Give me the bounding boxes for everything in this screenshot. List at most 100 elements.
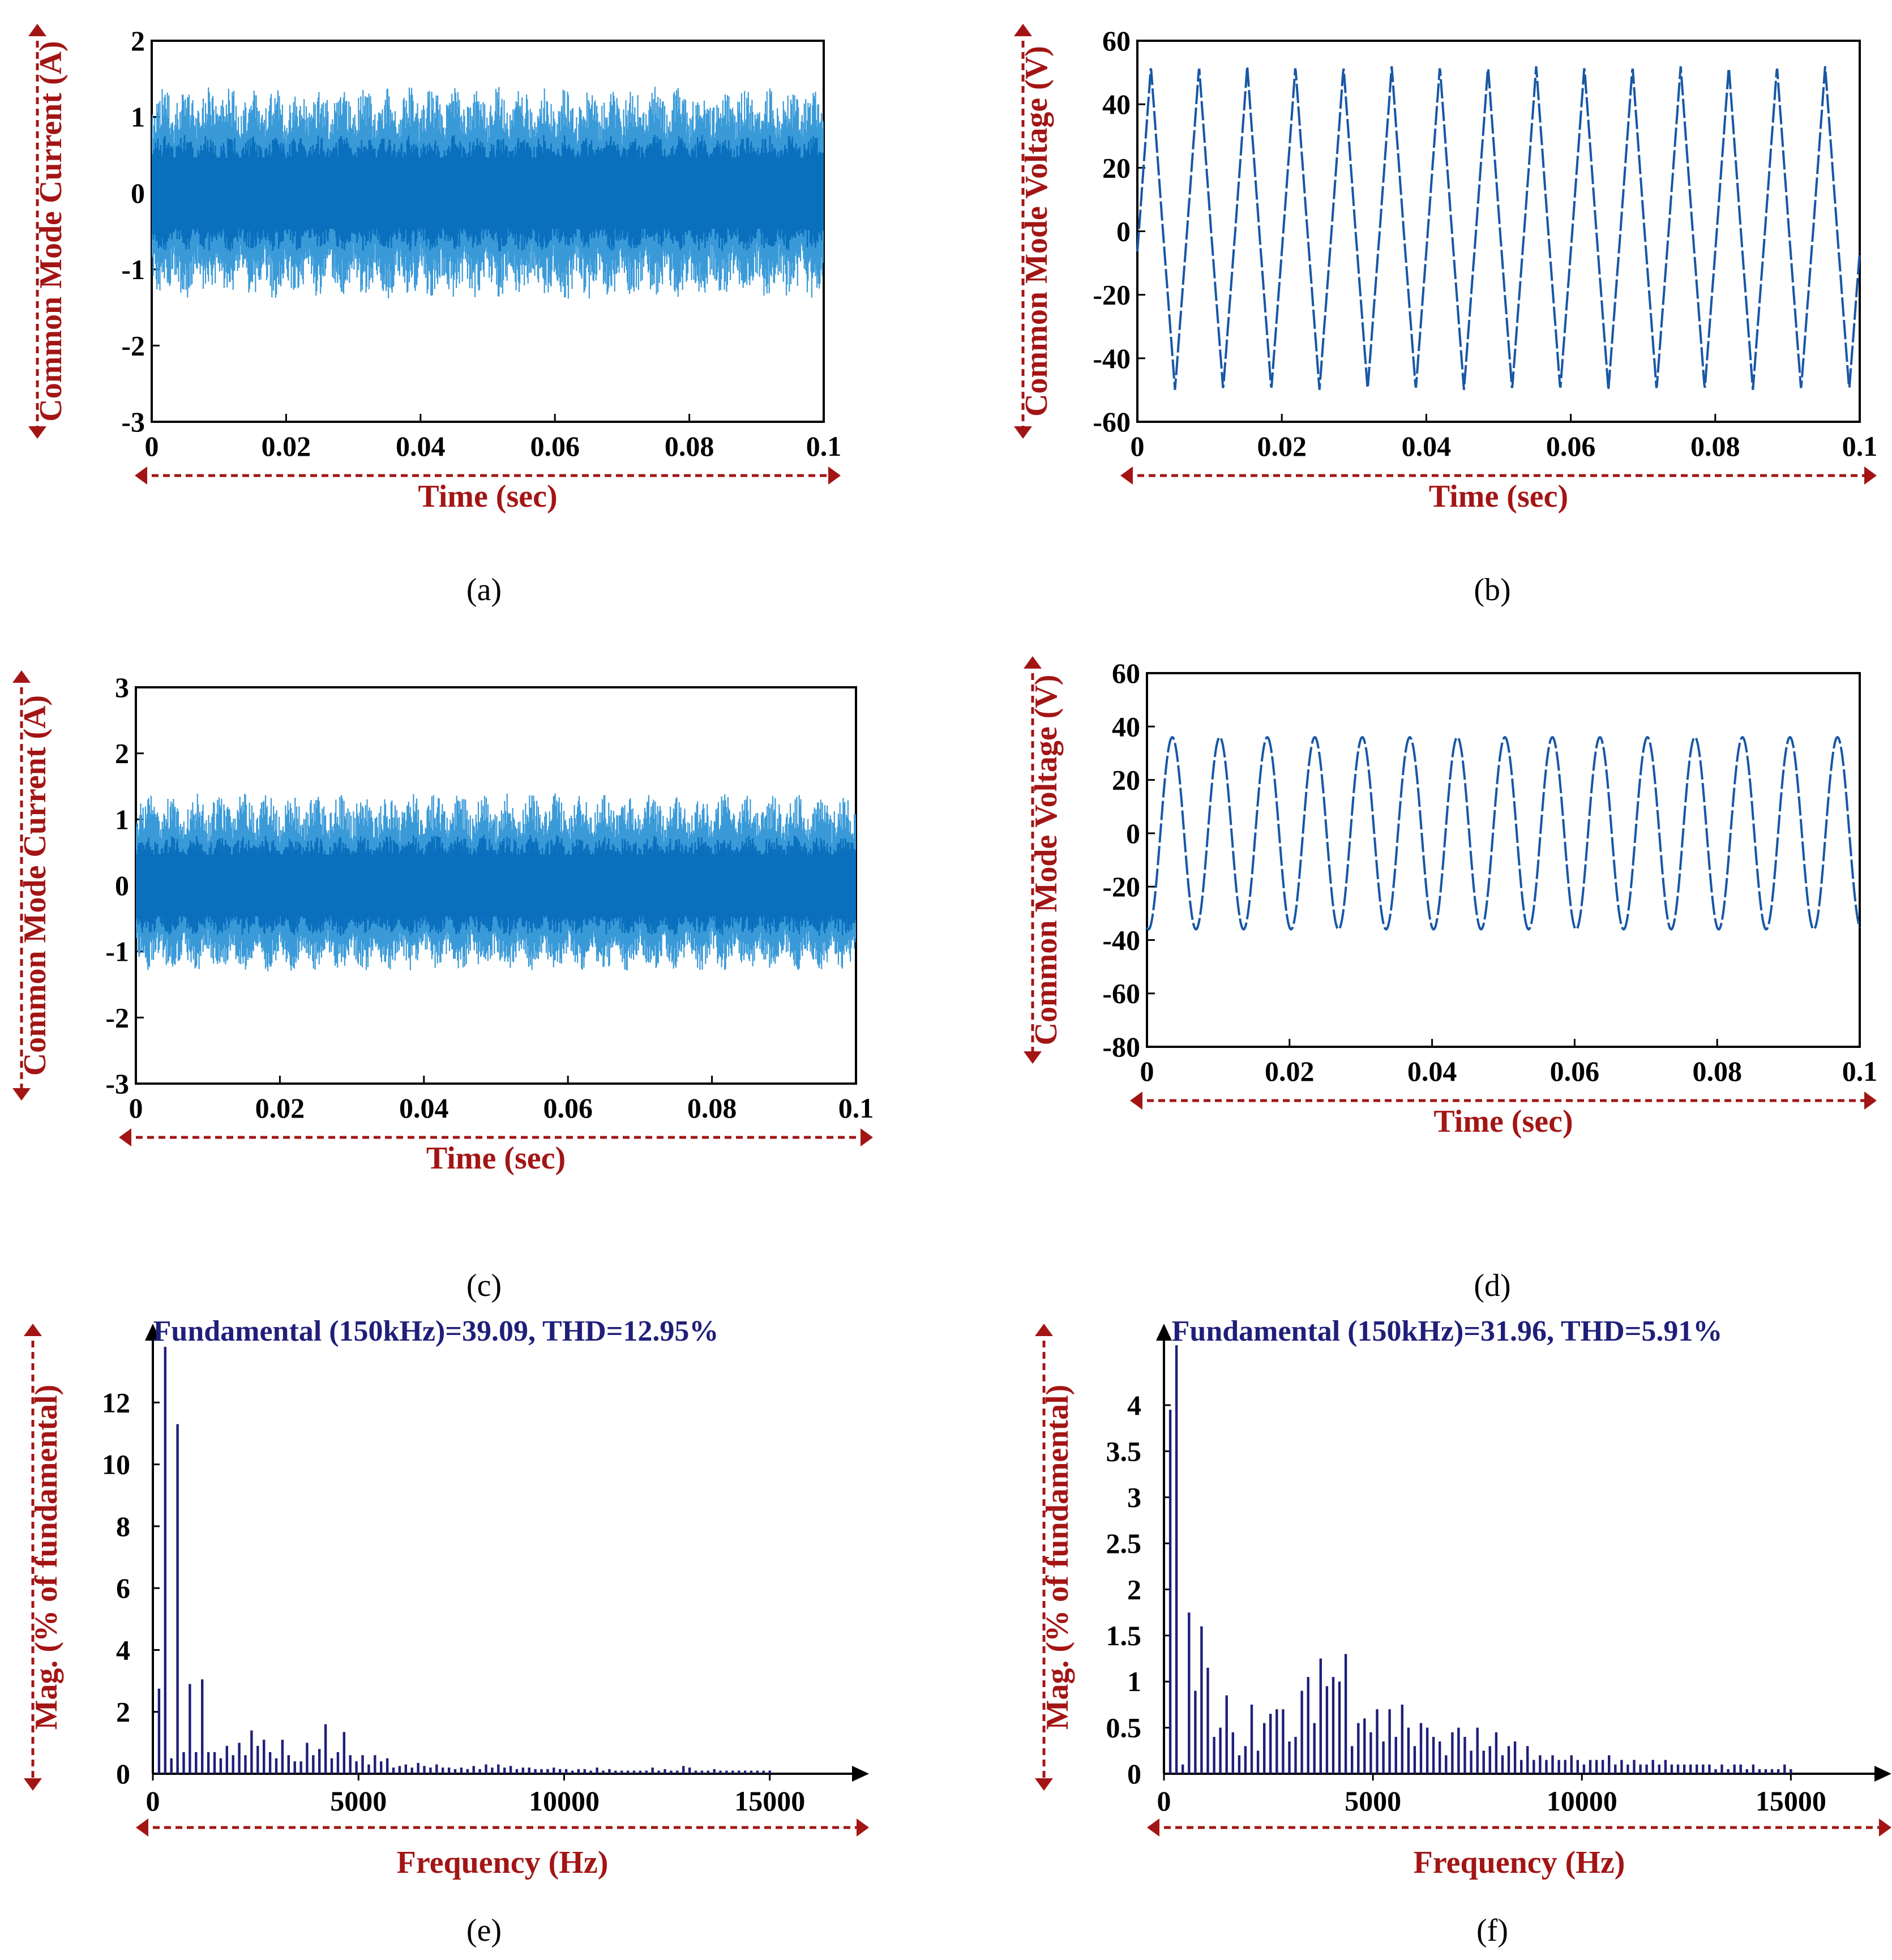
y-axis-label-d: Common Mode Voltage (V) <box>1029 675 1064 1046</box>
spectrum-bar <box>738 1770 740 1774</box>
spectrum-bar <box>306 1743 309 1774</box>
spectrum-bar <box>1595 1760 1598 1774</box>
plot-frame-d <box>1146 672 1861 1048</box>
x-tick-label: 0 <box>1131 430 1145 462</box>
x-arrowhead-a-0 <box>135 467 147 485</box>
x-tick-label: 0 <box>146 1785 160 1817</box>
spectrum-bar <box>762 1770 765 1774</box>
y-arrowhead-c-1 <box>12 1088 31 1101</box>
spectrum-bar <box>700 1770 704 1774</box>
x-axis-arrowhead-e <box>852 1766 869 1782</box>
x-tick-label: 0.1 <box>838 1092 874 1124</box>
x-arrowhead-e-0 <box>136 1818 148 1837</box>
spectrum-bar <box>472 1766 475 1774</box>
caption-d: (d) <box>1474 1268 1510 1303</box>
spectrum-bar <box>515 1769 519 1774</box>
spectrum-bar <box>1451 1732 1454 1774</box>
x-tick-label: 10000 <box>529 1785 600 1817</box>
y-arrowhead-e-0 <box>24 1324 42 1336</box>
spectrum-bar <box>1300 1691 1303 1774</box>
y-axis-arrowhead-f <box>1156 1324 1172 1341</box>
x-tick-label: 15000 <box>734 1785 805 1817</box>
spectrum-bar <box>1714 1769 1717 1774</box>
spectrum-bar <box>670 1770 673 1774</box>
spectrum-bar <box>157 1688 161 1774</box>
y-tick-label: -80 <box>1102 1031 1140 1063</box>
spectrum-bar <box>491 1768 494 1774</box>
x-arrowhead-d-0 <box>1130 1092 1142 1110</box>
x-tick-label: 0.04 <box>1407 1055 1457 1087</box>
x-arrowhead-e-1 <box>857 1818 869 1837</box>
spectrum-bar <box>528 1768 530 1774</box>
spectrum-bar <box>1614 1764 1617 1774</box>
y-arrowhead-f-0 <box>1035 1324 1053 1336</box>
x-arrowhead-c-0 <box>119 1128 131 1146</box>
chart-svg-e: 0 2 4 6 8 10 12 0 5000 10000 15000 Fundamental (15… <box>24 1315 869 1948</box>
spectrum-bar <box>1457 1727 1460 1774</box>
spectrum-bar <box>238 1743 241 1774</box>
spectrum-bar <box>651 1768 654 1774</box>
spectrum-bar <box>620 1770 623 1774</box>
x-tick-label: 0 <box>145 430 159 462</box>
spectrum-bar <box>287 1755 290 1774</box>
plot-area-c: -3 -2 -1 0 1 2 3 0 0.02 0.04 0.06 0.08 0.1 <box>105 671 874 1124</box>
spectrum-bar <box>1526 1746 1529 1774</box>
spectrum-bar <box>1507 1746 1510 1774</box>
spectrum-bar <box>1250 1704 1253 1774</box>
voltage-series-d <box>1146 735 1861 931</box>
spectrum-bar <box>1313 1723 1316 1774</box>
spectrum-bar <box>546 1769 549 1774</box>
spectrum-bar <box>460 1768 463 1774</box>
spectrum-bar <box>207 1752 210 1774</box>
spectrum-bar <box>1533 1760 1535 1774</box>
spectrum-bar <box>1601 1760 1604 1774</box>
spectrum-bar <box>1275 1709 1278 1774</box>
x-tick-label: 15000 <box>1756 1785 1826 1817</box>
spectrum-bar <box>534 1769 537 1774</box>
x-axis-label-e: Frequency (Hz) <box>397 1845 609 1880</box>
y-tick-label: 40 <box>1112 711 1140 742</box>
spectrum-bar <box>1777 1769 1780 1774</box>
spectrum-bar <box>1263 1723 1266 1774</box>
spectrum-bar <box>589 1770 592 1774</box>
x-tick-label: 0 <box>1140 1055 1154 1087</box>
spectrum-bar <box>1702 1764 1705 1774</box>
current-band-c <box>136 854 856 917</box>
y-axis-label-b: Common Mode Voltage (V) <box>1019 46 1054 417</box>
spectrum-bar <box>453 1769 457 1774</box>
spectrum-bar <box>1231 1732 1234 1774</box>
y-tick-label: 1 <box>115 803 129 835</box>
spectrum-bar <box>1689 1764 1692 1774</box>
spectrum-bar <box>1188 1612 1191 1774</box>
spectrum-bar <box>349 1755 352 1774</box>
spectrum-bar <box>1570 1755 1573 1774</box>
spectrum-bar <box>392 1768 395 1774</box>
spectrum-bar <box>336 1752 340 1774</box>
spectrum-bar <box>1338 1681 1341 1774</box>
spectrum-bar <box>1376 1709 1379 1774</box>
spectrum-bar <box>1670 1764 1673 1774</box>
plot-area-f: 0 0.5 1 1.5 2 2.5 3 3.5 4 0 5000 10000 15000 <box>1106 1324 1891 1817</box>
spectrum-bar <box>1256 1751 1260 1774</box>
spectrum-bar <box>1626 1764 1629 1774</box>
spectrum-bar <box>1369 1732 1372 1774</box>
spectrum-bar <box>1407 1727 1410 1774</box>
y-arrowhead-d-0 <box>1024 656 1042 669</box>
spectrum-bar <box>318 1749 321 1774</box>
chart-svg-c: -3 -2 -1 0 1 2 3 0 0.02 0.04 0.06 0.08 0.1 Common Mo… <box>12 670 874 1303</box>
chart-svg-f: 0 0.5 1 1.5 2 2.5 3 3.5 4 0 5000 10000 15000 Fundame… <box>1035 1315 1891 1948</box>
y-tick-label: 4 <box>1127 1389 1141 1421</box>
x-axis-label-d: Time (sec) <box>1433 1104 1573 1139</box>
y-tick-label: 10 <box>102 1449 130 1480</box>
spectrum-bar <box>1539 1755 1542 1774</box>
spectrum-bar <box>1745 1769 1748 1774</box>
spectrum-bar <box>521 1768 524 1774</box>
plot-area-b: -60 -40 -20 0 20 40 60 0 0.02 0.04 0.06 0.08 0.1 <box>1093 25 1877 462</box>
y-tick-label: -3 <box>121 406 145 438</box>
x-arrowhead-a-1 <box>828 467 841 485</box>
spectrum-bar <box>293 1761 296 1774</box>
spectrum-bar <box>577 1769 580 1774</box>
spectrum-bar <box>1244 1746 1247 1774</box>
chart-title-e: Fundamental (150kHz)=39.09, THD=12.95% <box>153 1315 719 1347</box>
spectrum-bar <box>602 1770 605 1774</box>
